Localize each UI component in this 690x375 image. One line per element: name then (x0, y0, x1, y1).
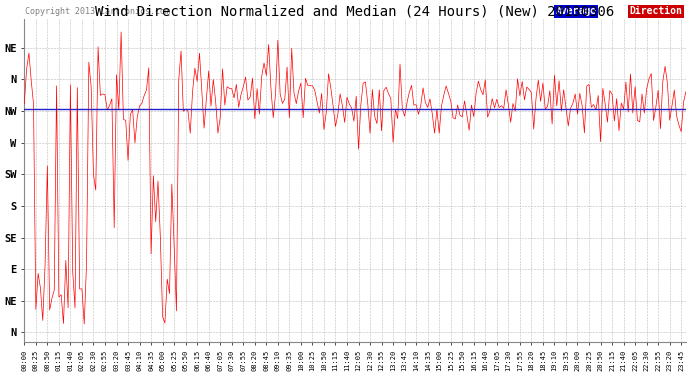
Text: Copyright 2013 Cartronics.com: Copyright 2013 Cartronics.com (25, 7, 170, 16)
Text: Direction: Direction (630, 6, 682, 16)
Text: Average: Average (555, 6, 597, 16)
Title: Wind Direction Normalized and Median (24 Hours) (New) 20130306: Wind Direction Normalized and Median (24… (95, 4, 615, 18)
